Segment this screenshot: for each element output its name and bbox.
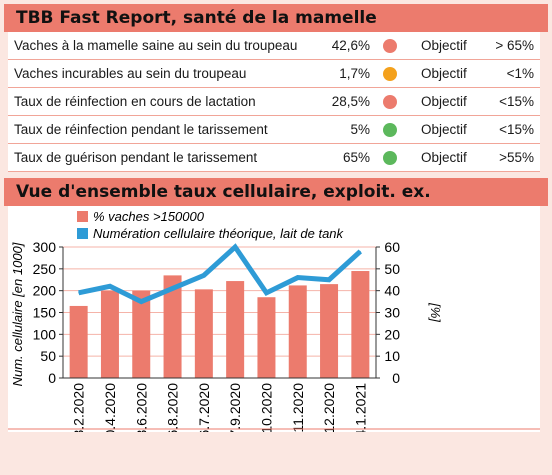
line-point xyxy=(265,292,267,294)
y2-tick-label: 20 xyxy=(384,326,400,342)
row-value: 1,7% xyxy=(339,66,370,81)
bar xyxy=(257,297,276,378)
line-point xyxy=(140,301,142,303)
row-target: <1% xyxy=(506,66,534,81)
row-label: Vaches à la mamelle saine au sein du tro… xyxy=(14,38,298,53)
legend-swatch-line xyxy=(77,228,88,239)
x-tick-label: 3.6.2020 xyxy=(133,383,149,432)
objective-label: Objectif xyxy=(421,66,467,81)
status-dot-icon xyxy=(383,151,397,165)
row-value: 42,6% xyxy=(331,38,370,53)
x-tick-label: 7.9.2020 xyxy=(227,383,243,432)
line-point xyxy=(297,277,299,279)
report-title: TBB Fast Report, santé de la mamelle xyxy=(4,4,548,32)
line-point xyxy=(172,287,174,289)
bar xyxy=(288,285,307,378)
x-tick-label: 30.4.2020 xyxy=(102,383,118,432)
objective-label: Objectif xyxy=(421,94,467,109)
row-value: 65% xyxy=(342,150,370,165)
x-tick-label: 13.10.2020 xyxy=(258,383,274,432)
y2-axis-label: [%] xyxy=(428,302,443,322)
chart-panel: 0 50 100 150 200 250 300 0 10 20 30 40 50 60 18.2.2020… xyxy=(8,206,540,453)
table-row: Taux de réinfection pendant le tarisseme… xyxy=(8,116,540,144)
status-dot-icon xyxy=(383,123,397,137)
y2-tick-label: 30 xyxy=(384,305,400,321)
bar xyxy=(69,305,88,378)
row-target: > 65% xyxy=(495,38,534,53)
status-dot-icon xyxy=(383,67,397,81)
y2-tick-label: 50 xyxy=(384,261,400,277)
legend-swatch-bars xyxy=(77,211,88,222)
y2-tick-label: 40 xyxy=(384,283,400,299)
x-tick-label: 11.11.2020 xyxy=(290,383,306,432)
bar xyxy=(226,281,245,378)
bar xyxy=(132,290,151,378)
row-label: Taux de guérison pendant le tarissement xyxy=(14,150,258,165)
table-row: Vaches à la mamelle saine au sein du tro… xyxy=(8,32,540,60)
line-point xyxy=(328,279,330,281)
line-series xyxy=(78,243,363,305)
bar xyxy=(351,271,370,378)
x-tick-label: 14.1.2021 xyxy=(352,383,368,432)
objective-label: Objectif xyxy=(421,38,467,53)
y-tick-label: 250 xyxy=(33,261,57,277)
row-label: Taux de réinfection en cours de lactatio… xyxy=(14,94,256,109)
y2-tick-label: 0 xyxy=(392,370,400,386)
bar xyxy=(194,289,213,378)
x-tick-label: 18.2.2020 xyxy=(71,383,87,432)
objective-label: Objectif xyxy=(421,150,467,165)
row-target: >55% xyxy=(499,150,534,165)
y-tick-label: 150 xyxy=(33,305,57,321)
status-dot-icon xyxy=(383,39,397,53)
bar xyxy=(320,284,339,378)
cell-count-chart: 0 50 100 150 200 250 300 0 10 20 30 40 50 60 18.2.2020… xyxy=(8,209,540,453)
line-point xyxy=(359,250,361,252)
line-point xyxy=(234,246,236,248)
y-tick-label: 200 xyxy=(33,283,57,299)
legend-label-bars: % vaches >150000 xyxy=(93,209,205,224)
legend-label-line: Numération cellulaire théorique, lait de… xyxy=(93,226,345,241)
row-label: Vaches incurables au sein du troupeau xyxy=(14,66,247,81)
x-tick-label: 6.8.2020 xyxy=(165,383,181,432)
x-tick-label: 6.7.2020 xyxy=(196,383,212,432)
bar xyxy=(163,275,182,378)
kpi-table: Vaches à la mamelle saine au sein du tro… xyxy=(8,32,540,172)
x-tick-label: 15.12.2020 xyxy=(321,383,337,432)
y-tick-label: 0 xyxy=(48,370,56,386)
y2-tick-label: 10 xyxy=(384,348,400,364)
line-point xyxy=(78,292,80,294)
y-tick-label: 300 xyxy=(33,239,57,255)
bar xyxy=(100,290,119,378)
objective-label: Objectif xyxy=(421,122,467,137)
row-target: <15% xyxy=(499,122,534,137)
y2-tick-label: 60 xyxy=(384,239,400,255)
line-point xyxy=(109,285,111,287)
chart-title: Vue d'ensemble taux cellulaire, exploit.… xyxy=(4,178,548,206)
row-value: 28,5% xyxy=(331,94,370,109)
table-row: Taux de réinfection en cours de lactatio… xyxy=(8,88,540,116)
y-tick-label: 100 xyxy=(33,326,57,342)
table-row: Taux de guérison pendant le tarissement … xyxy=(8,144,540,172)
table-row: Vaches incurables au sein du troupeau 1,… xyxy=(8,60,540,88)
row-value: 5% xyxy=(350,122,370,137)
row-target: <15% xyxy=(499,94,534,109)
row-label: Taux de réinfection pendant le tarisseme… xyxy=(14,122,268,137)
y-axis-label: Num. cellulaire [en 1000] xyxy=(10,242,25,386)
status-dot-icon xyxy=(383,95,397,109)
y-tick-label: 50 xyxy=(40,348,56,364)
line-point xyxy=(203,274,205,276)
